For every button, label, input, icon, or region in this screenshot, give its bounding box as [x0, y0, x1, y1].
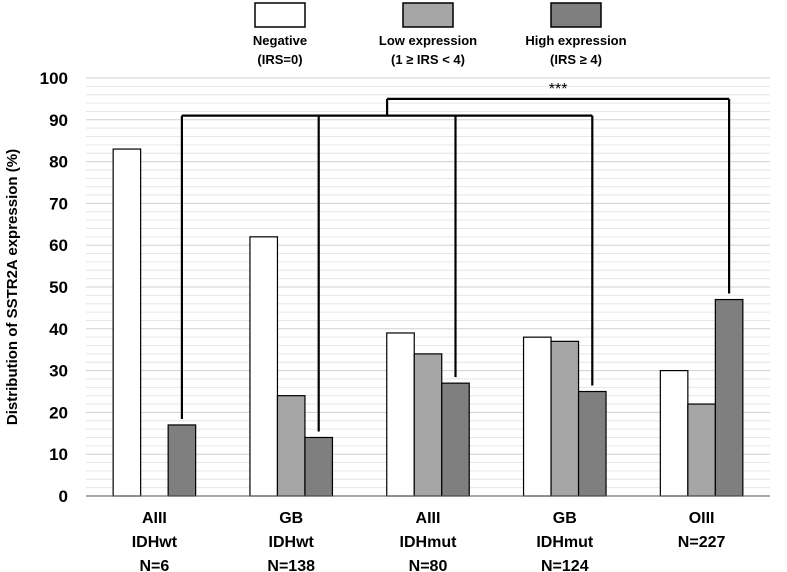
- legend-sublabel: (IRS=0): [257, 52, 302, 67]
- legend-sublabel: (IRS ≥ 4): [550, 52, 602, 67]
- x-tick-label: IDHmut: [536, 534, 594, 551]
- bar-high-expression: [304, 436, 334, 497]
- x-tick-label: IDHwt: [132, 534, 178, 551]
- y-tick-label: 50: [49, 278, 68, 297]
- x-tick-label: AIII: [142, 510, 167, 527]
- bar-negative: [659, 370, 689, 497]
- x-tick-label: OIII: [689, 510, 715, 527]
- y-tick-label: 100: [40, 69, 68, 88]
- x-tick-label: GB: [279, 510, 303, 527]
- legend-label: Negative: [253, 33, 307, 48]
- x-tick-label: N=227: [678, 534, 726, 551]
- bar-negative: [249, 236, 279, 497]
- significance-brackets: [180, 97, 731, 432]
- y-tick-label: 60: [49, 236, 68, 255]
- y-tick-label: 40: [49, 320, 68, 339]
- bar-low-expression: [276, 395, 306, 497]
- legend-label: Low expression: [379, 33, 477, 48]
- x-tick-label: N=124: [541, 558, 589, 572]
- x-tick-label: IDHwt: [269, 534, 315, 551]
- legend-swatch: [254, 2, 306, 28]
- bar-high-expression: [441, 382, 470, 497]
- legend-sublabel: (1 ≥ IRS < 4): [391, 52, 465, 67]
- x-tick-labels: AIII IDHwt N=6 GB IDHwt N=138 AIII IDHmut N=80 GB…: [132, 510, 726, 572]
- y-tick-labels: 0 10 20 30 40 50 60 70 80 90 100: [40, 69, 68, 506]
- bar-negative: [386, 332, 415, 497]
- bar-high-expression: [714, 298, 744, 497]
- y-tick-label: 20: [49, 403, 68, 422]
- x-tick-label: IDHmut: [400, 534, 458, 551]
- y-tick-label: 80: [49, 153, 68, 172]
- x-tick-label: N=138: [267, 558, 315, 572]
- bars: [112, 148, 744, 497]
- x-tick-label: AIII: [416, 510, 441, 527]
- legend-swatch: [402, 2, 454, 28]
- bar-negative: [522, 336, 552, 497]
- bar-low-expression: [687, 403, 716, 497]
- bar-negative: [112, 148, 142, 497]
- legend-label: High expression: [525, 33, 626, 48]
- x-tick-label: GB: [553, 510, 577, 527]
- bar-high-expression: [167, 424, 197, 497]
- legend: Negative (IRS=0) Low expression (1 ≥ IRS < …: [253, 2, 627, 67]
- significance-annotation: ***: [549, 81, 568, 98]
- y-tick-label: 10: [49, 445, 68, 464]
- x-tick-label: N=80: [409, 558, 448, 572]
- y-axis-label: Distribution of SSTR2A expression (%): [4, 149, 21, 425]
- bar-low-expression: [550, 340, 580, 497]
- y-tick-label: 30: [49, 362, 68, 381]
- bar-low-expression: [413, 353, 443, 497]
- legend-swatch: [550, 2, 602, 28]
- bar-high-expression: [577, 390, 607, 497]
- x-tick-label: N=6: [140, 558, 170, 572]
- y-tick-label: 0: [59, 487, 68, 506]
- y-tick-label: 90: [49, 111, 68, 130]
- y-tick-label: 70: [49, 194, 68, 213]
